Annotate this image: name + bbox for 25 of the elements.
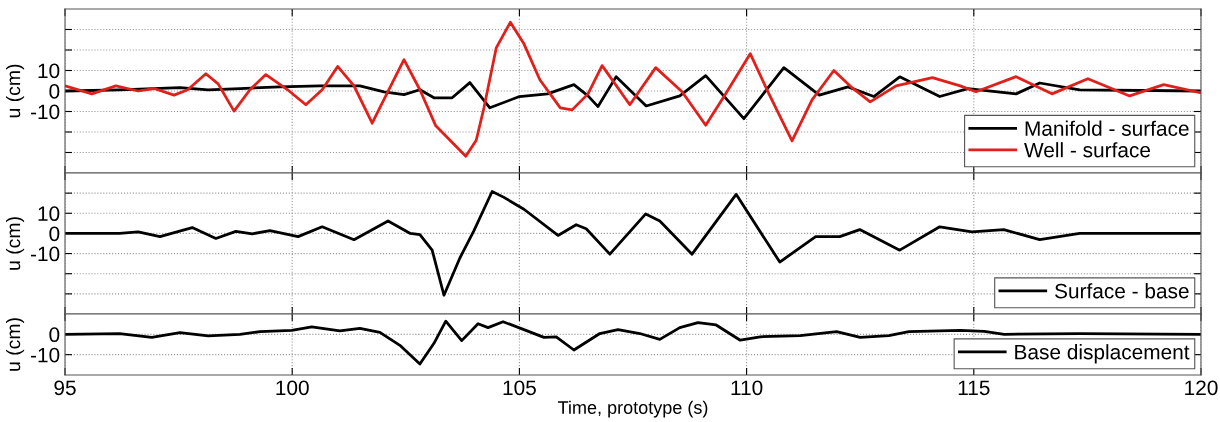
line-series xyxy=(65,319,1201,366)
x-tick-label: 115 xyxy=(958,380,990,396)
x-tick-label: 95 xyxy=(54,380,76,396)
legend-label: Surface - base xyxy=(1055,283,1189,299)
line-series xyxy=(65,190,1201,297)
y-tick-label: -10 xyxy=(30,246,60,262)
x-axis-title: Time, prototype (s) xyxy=(558,400,708,418)
y-axis-title: u (cm) xyxy=(5,217,25,270)
legend-label: Manifold - surface xyxy=(1025,120,1189,136)
line-series xyxy=(65,20,1201,158)
legend-label: Base displacement xyxy=(1015,344,1190,364)
legend-label: Well - surface xyxy=(1024,142,1151,158)
y-tick-label: -10 xyxy=(30,104,60,120)
y-tick-label: 10 xyxy=(38,206,60,222)
y-tick-label: 0 xyxy=(49,84,60,99)
x-tick-label: 100 xyxy=(276,380,309,396)
y-axis-title: u (cm) xyxy=(5,318,25,371)
x-tick-label: 110 xyxy=(731,380,763,396)
y-tick-label: -10 xyxy=(30,347,60,363)
y-tick-label: 0 xyxy=(49,226,60,242)
y-axis-title: u (cm) xyxy=(5,64,25,118)
y-tick-label: 10 xyxy=(38,63,60,79)
x-tick-label: 120 xyxy=(1185,380,1218,396)
x-tick-label: 105 xyxy=(503,380,536,396)
y-tick-label: 0 xyxy=(49,327,60,343)
